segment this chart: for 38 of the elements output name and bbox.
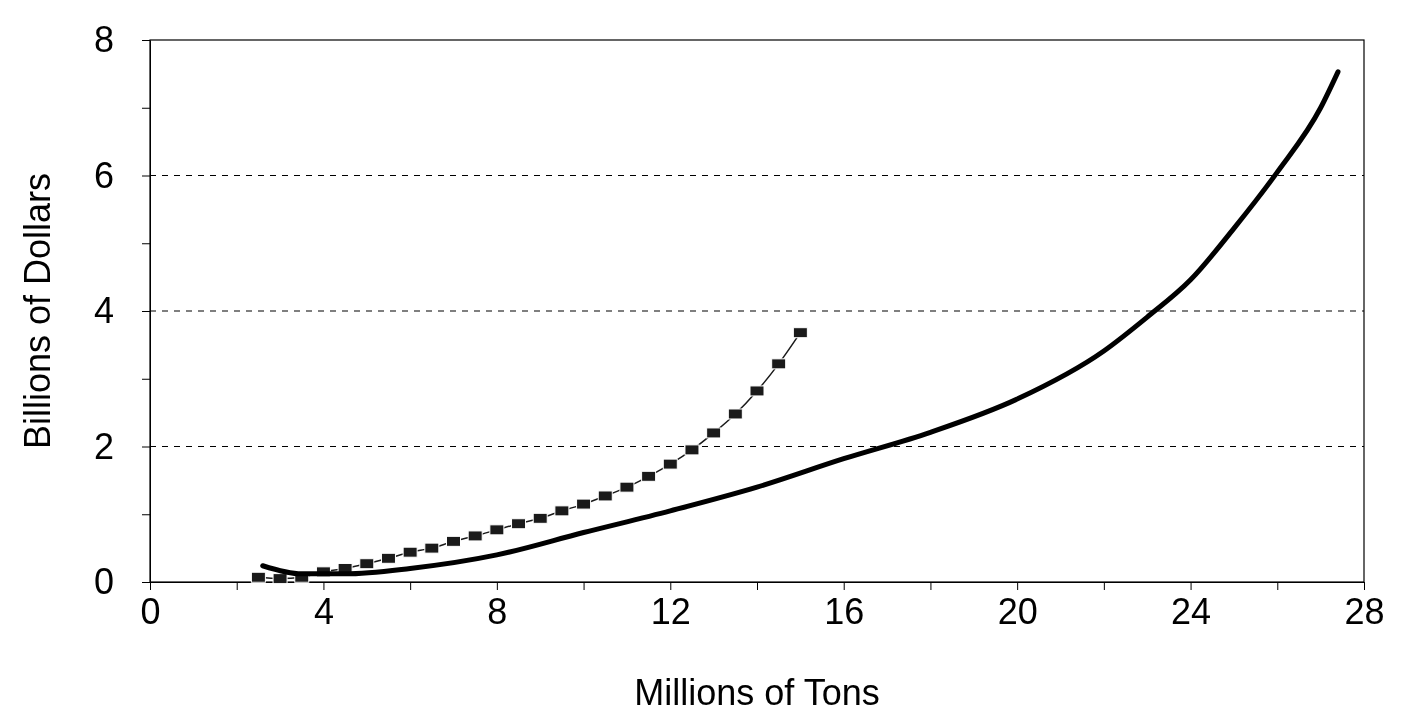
- x-tick-label: 20: [997, 590, 1038, 632]
- point: [272, 573, 288, 585]
- point: [792, 327, 808, 339]
- y-tick-label: 2: [93, 425, 114, 467]
- point: [554, 505, 570, 517]
- y-tick-label: 0: [93, 561, 114, 603]
- x-tick-label: 8: [487, 590, 508, 632]
- x-tick-label: 12: [650, 590, 691, 632]
- point: [771, 358, 787, 370]
- point: [727, 408, 743, 420]
- point: [489, 524, 505, 536]
- point: [250, 571, 266, 583]
- y-tick-label: 6: [93, 154, 114, 196]
- point: [511, 518, 527, 530]
- point: [446, 535, 461, 547]
- x-tick-label: 28: [1344, 590, 1385, 632]
- x-tick-label: 16: [824, 590, 865, 632]
- point: [424, 542, 440, 554]
- point: [576, 498, 592, 510]
- x-tick-label: 0: [140, 590, 161, 632]
- point: [597, 490, 613, 502]
- point: [662, 458, 678, 470]
- point: [359, 558, 375, 570]
- y-axis-title: Billions of Dollars: [17, 172, 58, 450]
- y-tick-label: 4: [93, 290, 114, 332]
- y-tick-label: 8: [93, 19, 114, 61]
- point: [532, 512, 548, 524]
- x-tick-label: 4: [313, 590, 334, 632]
- point: [641, 470, 657, 482]
- point: [706, 427, 722, 439]
- point: [684, 444, 700, 456]
- point: [749, 385, 765, 397]
- x-axis-title: Millions of Tons: [634, 672, 880, 713]
- point: [402, 546, 418, 558]
- x-tick-label: 24: [1171, 590, 1212, 632]
- point: [380, 552, 396, 564]
- point: [619, 481, 635, 493]
- point: [467, 530, 483, 542]
